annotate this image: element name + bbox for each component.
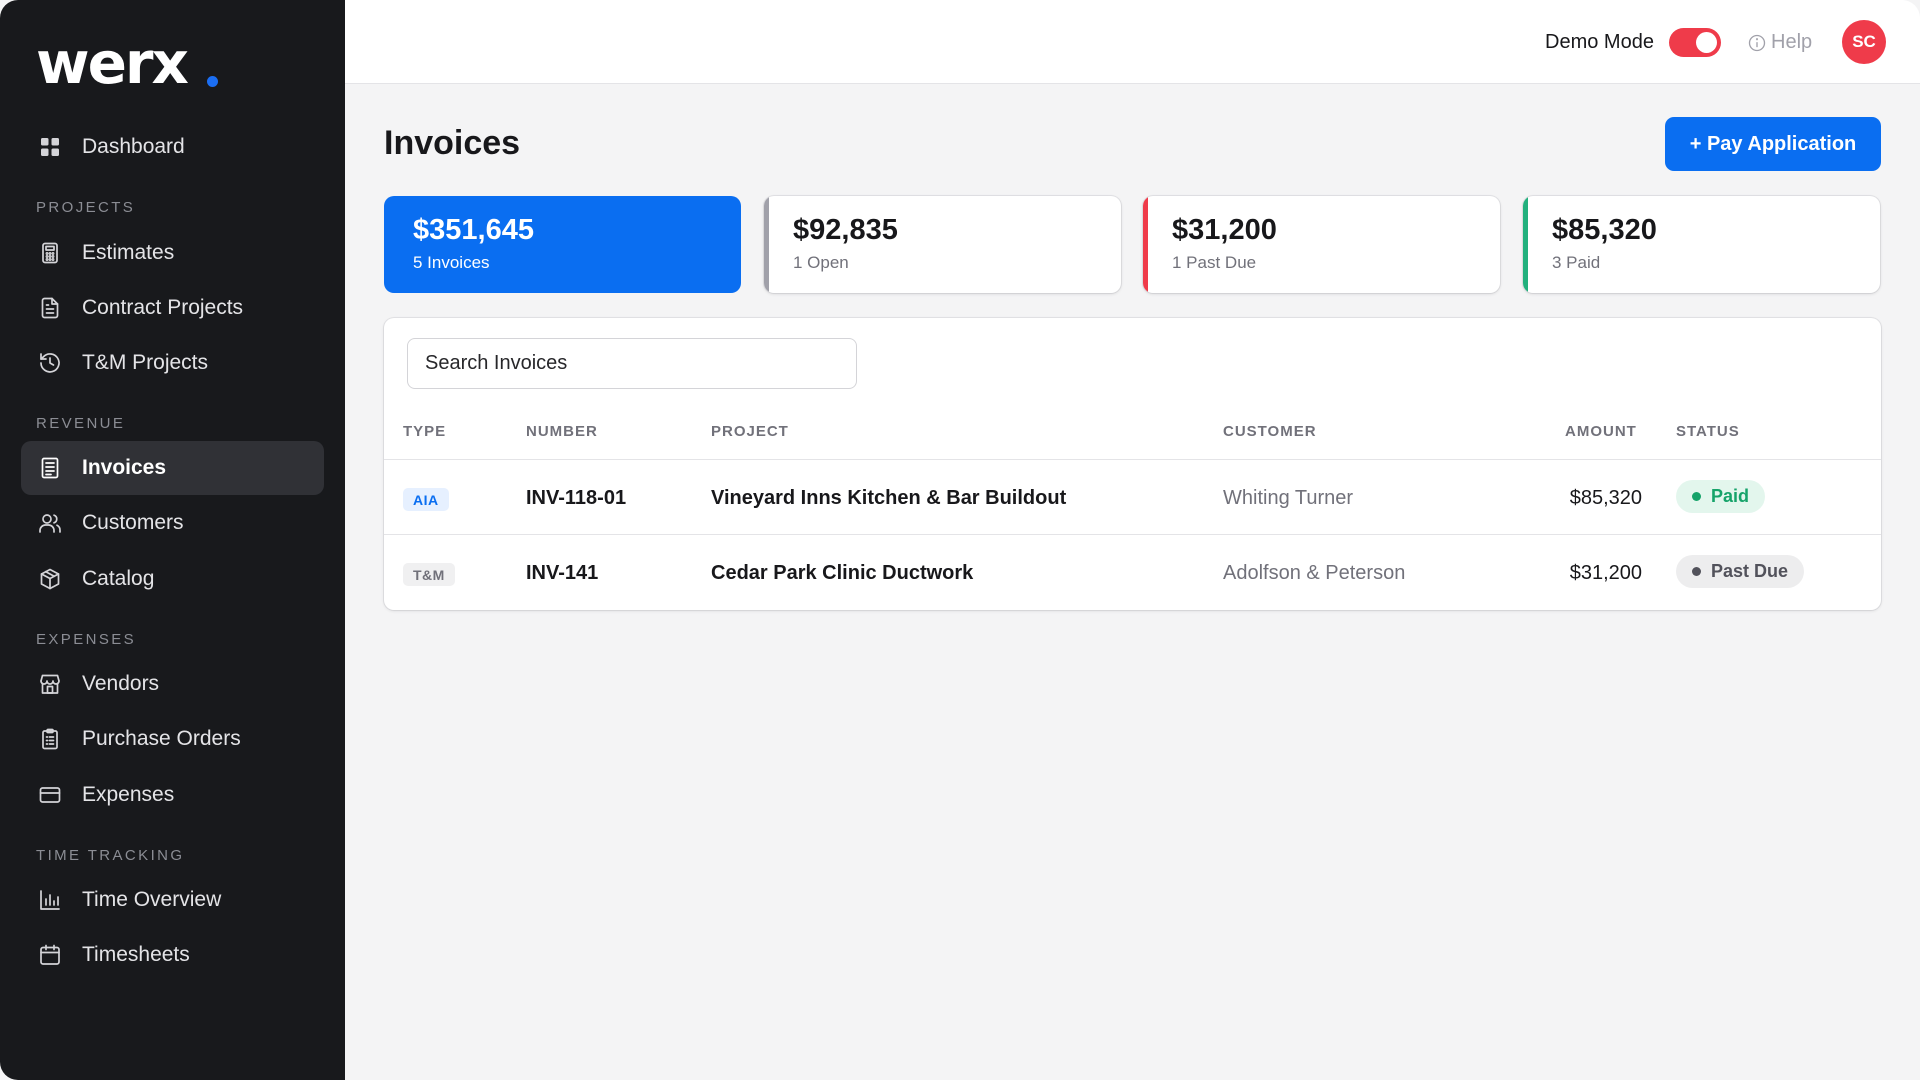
column-header-amount[interactable]: AMOUNT: [1565, 423, 1637, 440]
table-row[interactable]: AIA INV-118-01 Vineyard Inns Kitchen & B…: [384, 459, 1881, 534]
history-icon: [37, 350, 63, 376]
column-header-customer[interactable]: CUSTOMER: [1223, 423, 1317, 440]
status-label: Paid: [1711, 486, 1750, 506]
sidebar-item-label: Expenses: [82, 783, 175, 806]
info-icon: [1748, 34, 1766, 51]
column-header-number[interactable]: NUMBER: [526, 423, 598, 440]
project-name: Cedar Park Clinic Ductwork: [711, 562, 974, 584]
sidebar-item-label: Time Overview: [82, 888, 222, 911]
stat-accent-bar: [764, 196, 769, 293]
toggle-knob: [1696, 32, 1717, 53]
stat-accent-bar: [1523, 196, 1528, 293]
search-input[interactable]: [407, 338, 857, 389]
stat-card-past-due[interactable]: $31,200 1 Past Due: [1143, 196, 1500, 293]
sidebar-item-vendors[interactable]: Vendors: [21, 657, 324, 711]
brand-logo[interactable]: werx: [36, 29, 189, 97]
type-badge: AIA: [403, 488, 449, 511]
sidebar-item-invoices[interactable]: Invoices: [21, 441, 324, 495]
demo-mode-label: Demo Mode: [1545, 31, 1654, 53]
status-dot: [1692, 567, 1701, 576]
box-icon: [37, 566, 63, 592]
top-bar: Demo Mode Help SC: [345, 0, 1920, 84]
users-icon: [37, 510, 63, 536]
sidebar-item-contract-projects[interactable]: Contract Projects: [21, 281, 324, 335]
bar-chart-icon: [37, 887, 63, 913]
invoices-table-panel: TYPE NUMBER PROJECT CUSTOMER AMOUNT STAT…: [384, 318, 1881, 610]
sidebar-section-expenses: EXPENSES: [36, 631, 137, 648]
invoice-icon: [37, 455, 63, 481]
invoice-amount: $85,320: [1569, 487, 1642, 509]
invoice-number: INV-141: [526, 562, 599, 584]
status-badge: Paid: [1676, 480, 1766, 513]
sidebar-item-dashboard[interactable]: Dashboard: [21, 120, 324, 174]
stat-card-paid[interactable]: $85,320 3 Paid: [1523, 196, 1880, 293]
invoice-number: INV-118-01: [526, 487, 627, 509]
sidebar-item-label: Purchase Orders: [82, 727, 241, 750]
sidebar-section-time-tracking: TIME TRACKING: [36, 847, 185, 864]
clipboard-icon: [37, 726, 63, 752]
column-header-type[interactable]: TYPE: [403, 423, 447, 440]
sidebar-item-purchase-orders[interactable]: Purchase Orders: [21, 712, 324, 766]
sidebar-item-tm-projects[interactable]: T&M Projects: [21, 336, 324, 390]
sidebar-item-label: Vendors: [82, 672, 160, 695]
sidebar-item-label: Customers: [82, 511, 184, 534]
type-badge: T&M: [403, 563, 455, 586]
stat-card-open[interactable]: $92,835 1 Open: [764, 196, 1121, 293]
credit-card-icon: [37, 782, 63, 808]
help-link[interactable]: Help: [1747, 31, 1812, 54]
pay-application-button[interactable]: + Pay Application: [1665, 117, 1881, 171]
stat-amount: $31,200: [1172, 214, 1277, 246]
table-row[interactable]: T&M INV-141 Cedar Park Clinic Ductwork A…: [384, 534, 1881, 609]
project-name: Vineyard Inns Kitchen & Bar Buildout: [711, 487, 1067, 509]
column-header-project[interactable]: PROJECT: [711, 423, 789, 440]
sidebar-item-customers[interactable]: Customers: [21, 496, 324, 550]
sidebar-item-label: Timesheets: [82, 943, 190, 966]
sidebar-item-estimates[interactable]: Estimates: [21, 226, 324, 280]
stat-label: 1 Past Due: [1172, 253, 1257, 272]
customer-name: Whiting Turner: [1223, 487, 1354, 509]
dashboard-grid-icon: [37, 134, 63, 160]
document-icon: [37, 295, 63, 321]
invoice-amount: $31,200: [1569, 562, 1642, 584]
sidebar: werx Dashboard PROJECTS Estimates Contra…: [0, 0, 345, 1080]
status-badge: Past Due: [1676, 555, 1805, 588]
stat-label: 3 Paid: [1552, 253, 1601, 272]
stat-card-total[interactable]: $351,645 5 Invoices: [384, 196, 741, 293]
page-title: Invoices: [384, 124, 521, 162]
sidebar-section-revenue: REVENUE: [36, 415, 126, 432]
stat-amount: $351,645: [413, 214, 534, 246]
sidebar-item-time-overview[interactable]: Time Overview: [21, 873, 324, 927]
sidebar-item-label: Invoices: [82, 456, 167, 479]
stat-amount: $92,835: [793, 214, 898, 246]
store-icon: [37, 671, 63, 697]
stat-amount: $85,320: [1552, 214, 1657, 246]
calendar-icon: [37, 942, 63, 968]
stat-accent-bar: [1143, 196, 1148, 293]
stat-label: 1 Open: [793, 253, 849, 272]
customer-name: Adolfson & Peterson: [1223, 562, 1406, 584]
column-header-status[interactable]: STATUS: [1676, 423, 1740, 440]
sidebar-item-label: Estimates: [82, 241, 175, 264]
demo-mode-toggle[interactable]: [1669, 28, 1721, 57]
sidebar-item-timesheets[interactable]: Timesheets: [21, 928, 324, 982]
calculator-icon: [37, 240, 63, 266]
sidebar-item-label: T&M Projects: [82, 351, 209, 374]
brand-logo-dot: [207, 76, 218, 87]
sidebar-item-label: Catalog: [82, 567, 155, 590]
sidebar-item-label: Dashboard: [82, 135, 185, 158]
sidebar-section-projects: PROJECTS: [36, 199, 136, 216]
help-label: Help: [1771, 31, 1813, 53]
sidebar-item-expenses[interactable]: Expenses: [21, 768, 324, 822]
status-dot: [1692, 492, 1701, 501]
sidebar-item-label: Contract Projects: [82, 296, 244, 319]
status-label: Past Due: [1711, 561, 1789, 581]
sidebar-item-catalog[interactable]: Catalog: [21, 552, 324, 606]
stat-label: 5 Invoices: [413, 253, 490, 272]
user-avatar[interactable]: SC: [1842, 20, 1886, 64]
